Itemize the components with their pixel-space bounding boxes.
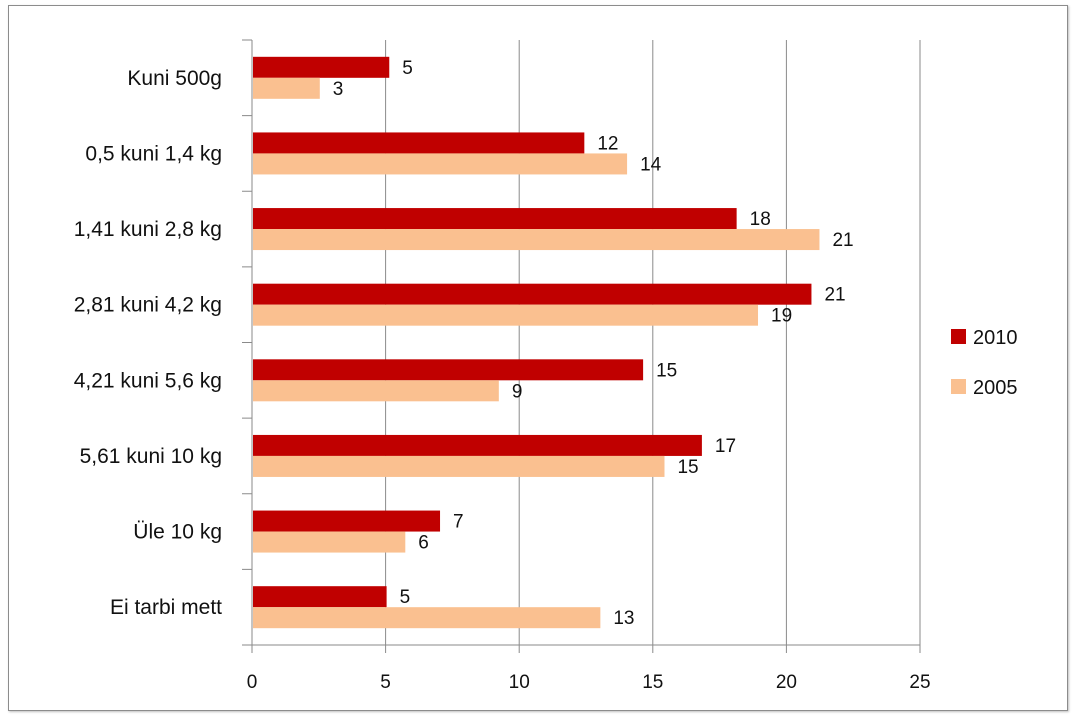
bar-2010 (253, 132, 585, 154)
bar-2010 (253, 208, 737, 230)
x-tick-label: 5 (380, 672, 391, 693)
category-label: Üle 10 kg (133, 521, 222, 544)
data-label-2010: 17 (715, 436, 736, 457)
bar-2005 (253, 607, 601, 629)
data-label-2005: 14 (640, 154, 662, 175)
data-label-2010: 15 (656, 360, 677, 381)
category-label: 0,5 kuni 1,4 kg (85, 142, 222, 165)
legend-label-2010: 2010 (973, 327, 1018, 349)
bar-2010 (253, 586, 387, 608)
bar-2005 (253, 229, 820, 251)
category-label: 4,21 kuni 5,6 kg (74, 369, 222, 392)
bar-2005 (253, 380, 499, 402)
category-label: Kuni 500g (127, 67, 222, 90)
data-label-2005: 6 (418, 533, 429, 554)
data-label-2005: 9 (512, 381, 523, 402)
x-tick-label: 0 (247, 672, 258, 693)
data-label-2005: 3 (333, 79, 344, 100)
bar-2005 (253, 455, 665, 477)
category-label: 1,41 kuni 2,8 kg (74, 218, 222, 241)
data-label-2010: 18 (750, 209, 771, 230)
data-label-2010: 7 (453, 512, 464, 533)
x-tick-label: 20 (776, 672, 797, 693)
legend-swatch-2005 (951, 379, 966, 394)
bar-2010 (253, 359, 644, 381)
data-label-2010: 5 (402, 58, 413, 79)
legend-swatch-2010 (951, 329, 966, 344)
bar-2010 (253, 434, 702, 456)
legend-label-2005: 2005 (973, 377, 1018, 399)
data-label-2005: 13 (613, 608, 634, 629)
bar-2005 (253, 531, 406, 553)
data-label-2005: 15 (677, 457, 698, 478)
x-tick-label: 25 (909, 672, 930, 693)
category-label: 5,61 kuni 10 kg (80, 445, 222, 468)
bar-2005 (253, 304, 759, 326)
data-label-2010: 21 (824, 285, 845, 306)
bar-2005 (253, 77, 320, 99)
category-label: 2,81 kuni 4,2 kg (74, 294, 222, 317)
data-label-2010: 12 (597, 133, 618, 154)
data-label-2005: 19 (771, 306, 792, 327)
chart-frame (8, 5, 1068, 711)
data-label-2010: 5 (400, 587, 411, 608)
x-tick-label: 10 (509, 672, 530, 693)
x-tick-label: 15 (642, 672, 663, 693)
category-label: Ei tarbi mett (110, 596, 222, 619)
bar-2010 (253, 510, 441, 532)
bar-2010 (253, 56, 390, 78)
bar-2005 (253, 153, 628, 175)
data-label-2005: 21 (832, 230, 853, 251)
bar-2010 (253, 283, 812, 305)
